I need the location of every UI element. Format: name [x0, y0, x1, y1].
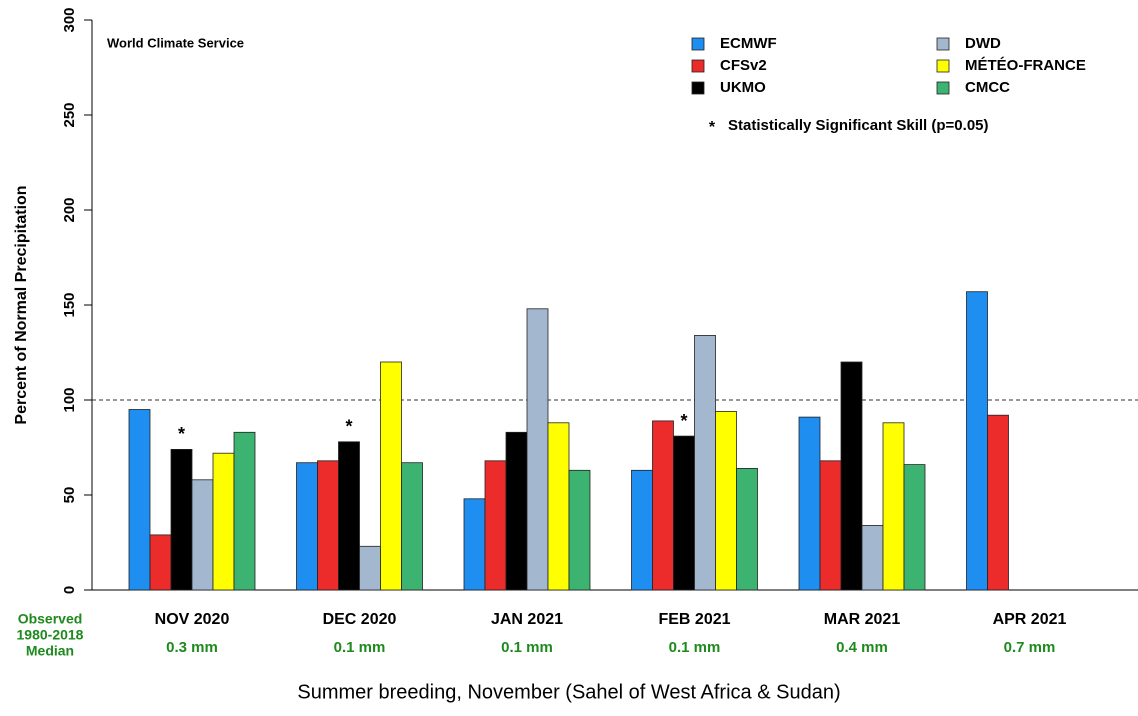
observed-title: 1980-2018 [17, 627, 84, 643]
observed-title: Observed [18, 611, 83, 627]
bar [317, 460, 339, 591]
y-tick-label: 0 [61, 586, 78, 594]
significance-marker: * [178, 424, 185, 444]
observed-label: 0.1 mm [334, 639, 386, 656]
x-tick-label: DEC 2020 [323, 611, 397, 628]
bar [463, 498, 486, 591]
legend-marker: * [709, 119, 716, 136]
bar [170, 448, 193, 591]
observed-label: 0.1 mm [669, 639, 721, 656]
legend-label: MÉTÉO-FRANCE [965, 57, 1086, 74]
legend-swatch [691, 59, 705, 73]
bar [191, 479, 214, 591]
bar [798, 416, 821, 591]
legend-label: UKMO [720, 79, 766, 96]
observed-label: 0.3 mm [166, 639, 218, 656]
y-tick-label: 200 [61, 197, 78, 222]
legend-label: DWD [965, 35, 1001, 52]
bar [715, 410, 737, 591]
x-tick-label: MAR 2021 [824, 611, 901, 628]
y-tick-label: 250 [61, 102, 78, 127]
bar [882, 422, 905, 591]
bar [128, 409, 151, 591]
bar [526, 308, 549, 591]
bar [840, 361, 863, 591]
bar [212, 452, 235, 591]
x-tick-label: FEB 2021 [658, 611, 730, 628]
observed-label: 0.7 mm [1004, 639, 1056, 656]
observed-label: 0.1 mm [501, 639, 553, 656]
significance-marker: * [345, 417, 352, 437]
legend-swatch [936, 37, 950, 51]
bar [652, 420, 674, 591]
y-axis-label: Percent of Normal Precipitation [13, 185, 30, 424]
bar [359, 545, 381, 591]
bar [505, 431, 528, 591]
legend-note: Statistically Significant Skill (p=0.05) [728, 117, 989, 134]
significance-marker: * [680, 411, 687, 431]
bar [966, 291, 988, 591]
bar [694, 334, 716, 591]
legend-label: CFSv2 [720, 57, 767, 74]
bar [631, 469, 653, 591]
bar [401, 462, 423, 591]
watermark: World Climate Service [107, 35, 244, 50]
legend-swatch [936, 59, 950, 73]
x-tick-label: JAN 2021 [491, 611, 563, 628]
x-tick-label: NOV 2020 [155, 611, 230, 628]
x-tick-label: APR 2021 [993, 611, 1067, 628]
bar [296, 462, 318, 591]
bar [380, 361, 402, 591]
bar [987, 414, 1009, 591]
y-tick-label: 50 [61, 487, 78, 504]
y-tick-label: 100 [61, 387, 78, 412]
y-tick-label: 300 [61, 7, 78, 32]
bar [673, 435, 695, 591]
bar [484, 460, 507, 591]
caption: Summer breeding, November (Sahel of West… [297, 681, 840, 703]
bar [903, 464, 926, 591]
legend-swatch [936, 81, 950, 95]
bar [736, 467, 758, 591]
bar [819, 460, 842, 591]
bar [338, 441, 360, 591]
legend-label: CMCC [965, 79, 1010, 96]
observed-label: 0.4 mm [836, 639, 888, 656]
bar [568, 469, 591, 591]
legend-label: ECMWF [720, 35, 777, 52]
bar [149, 534, 172, 591]
y-tick-label: 150 [61, 292, 78, 317]
legend-swatch [691, 37, 705, 51]
bar [861, 525, 884, 591]
bar [547, 422, 570, 591]
observed-title: Median [26, 643, 74, 659]
legend-swatch [691, 81, 705, 95]
bar [233, 431, 256, 591]
